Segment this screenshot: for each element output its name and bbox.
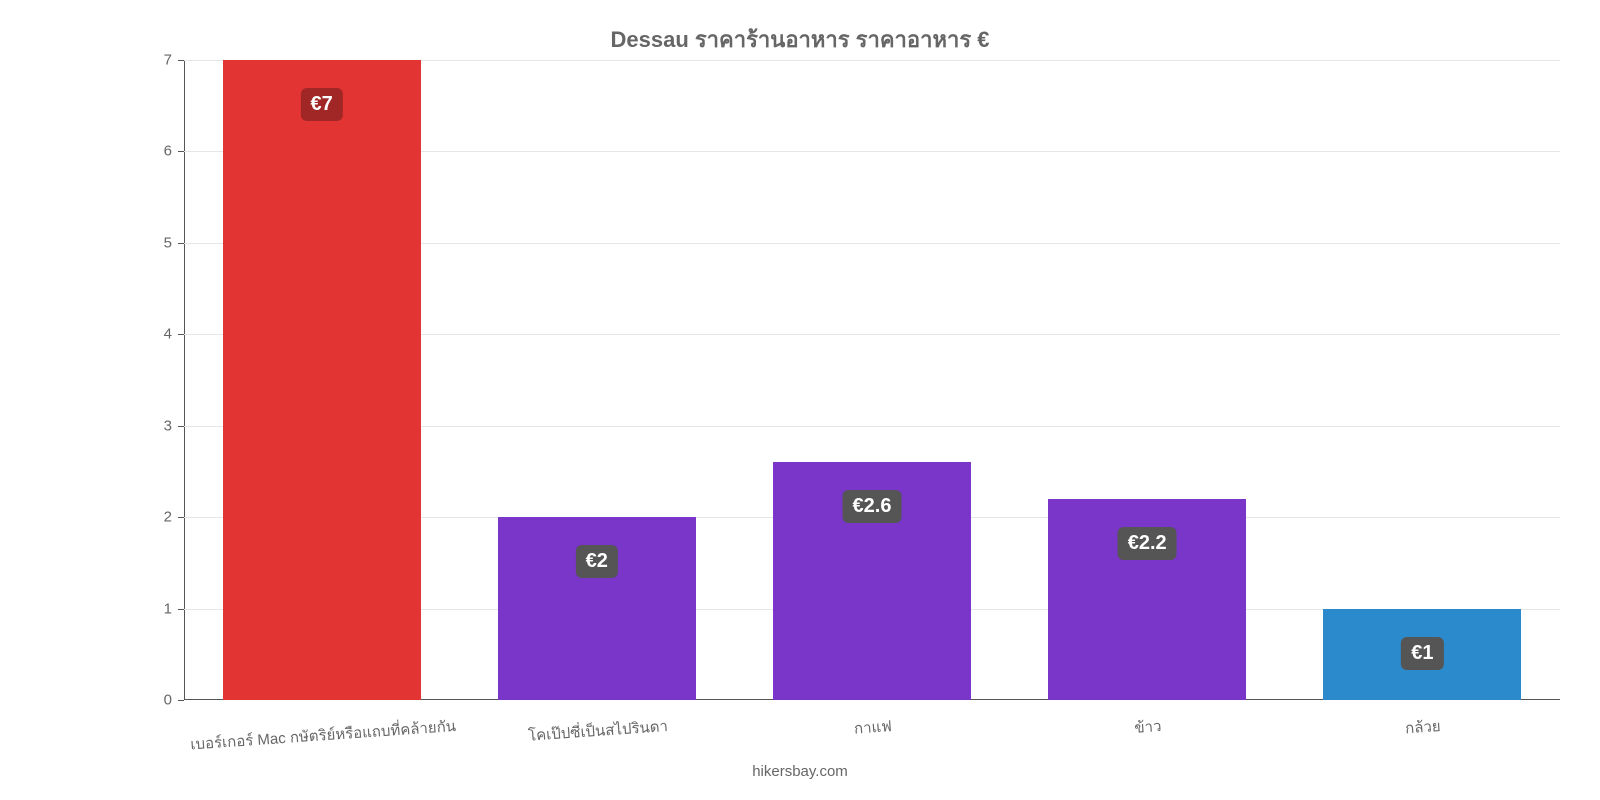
y-tick-label: 5 — [164, 234, 172, 251]
y-tick-mark — [178, 334, 184, 335]
y-tick-mark — [178, 700, 184, 701]
y-axis-line — [184, 60, 185, 700]
y-tick-mark — [178, 60, 184, 61]
y-tick-label: 0 — [164, 692, 172, 709]
y-tick-mark — [178, 243, 184, 244]
x-tick-label: เบอร์เกอร์ Mac กษัตริย์หรือแถบที่คล้ายกั… — [189, 714, 456, 757]
plot-area: 01234567€7เบอร์เกอร์ Mac กษัตริย์หรือแถบ… — [184, 60, 1560, 700]
bar — [223, 60, 421, 700]
attribution-text: hikersbay.com — [0, 763, 1600, 780]
x-tick-label: โคเป๊ปซี่เป็นสไปรินดา — [527, 714, 668, 748]
y-tick-label: 2 — [164, 509, 172, 526]
bar-value-label: €2.6 — [843, 490, 902, 523]
y-tick-mark — [178, 426, 184, 427]
bar-value-label: €2 — [576, 545, 618, 578]
chart-title: Dessau ราคาร้านอาหาร ราคาอาหาร € — [0, 22, 1600, 57]
bar-value-label: €1 — [1401, 637, 1443, 670]
x-tick-label: ข้าว — [1134, 714, 1163, 740]
y-tick-mark — [178, 151, 184, 152]
bar-value-label: €7 — [300, 88, 342, 121]
y-tick-mark — [178, 517, 184, 518]
y-tick-label: 6 — [164, 143, 172, 160]
y-tick-label: 7 — [164, 52, 172, 69]
y-tick-label: 3 — [164, 417, 172, 434]
x-tick-label: กล้วย — [1405, 714, 1442, 740]
x-tick-label: กาแฟ — [853, 714, 892, 741]
y-tick-label: 4 — [164, 326, 172, 343]
y-tick-mark — [178, 609, 184, 610]
bar-value-label: €2.2 — [1118, 527, 1177, 560]
y-tick-label: 1 — [164, 600, 172, 617]
chart-container: Dessau ราคาร้านอาหาร ราคาอาหาร € 0123456… — [0, 0, 1600, 800]
